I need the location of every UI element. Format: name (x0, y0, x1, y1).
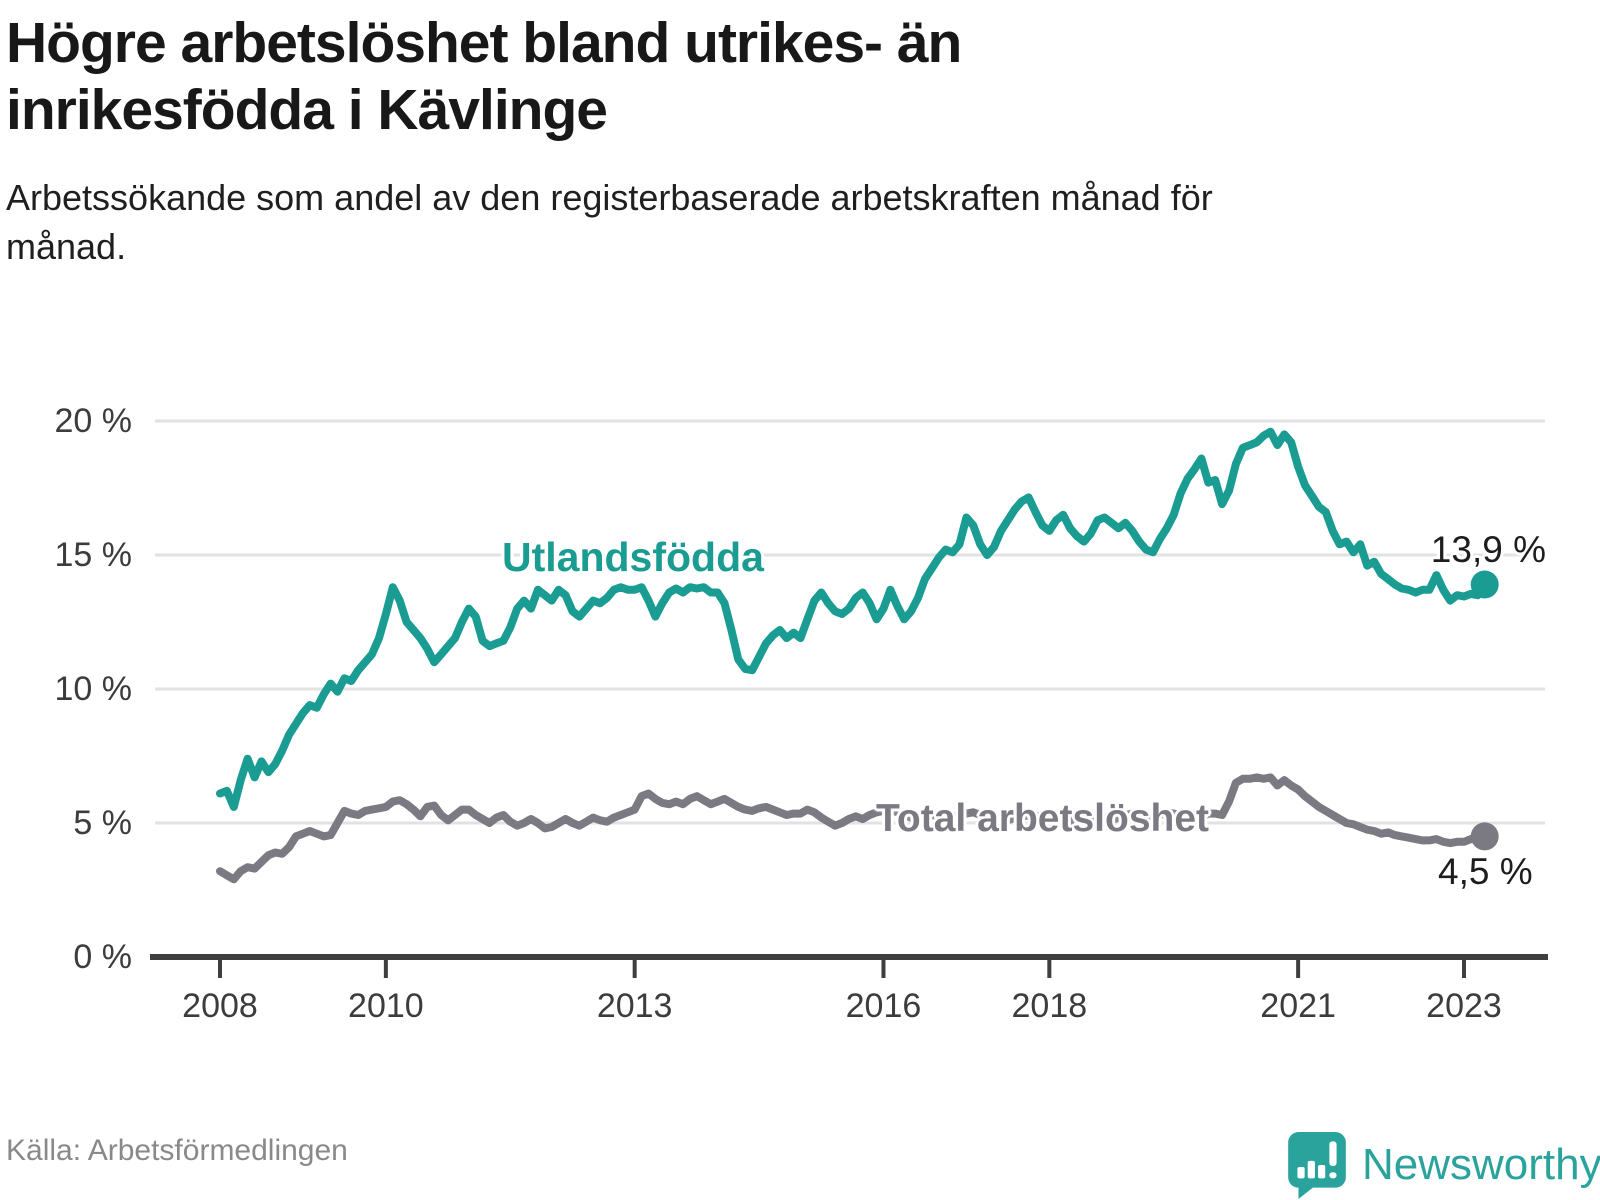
series-line-total-arbetsloshet (216, 773, 1489, 884)
series-end-dot-total-arbetsloshet (1470, 822, 1499, 851)
series-end-dot-utlandsfodda (1470, 570, 1499, 599)
series-line-utlandsfodda (216, 427, 1489, 811)
